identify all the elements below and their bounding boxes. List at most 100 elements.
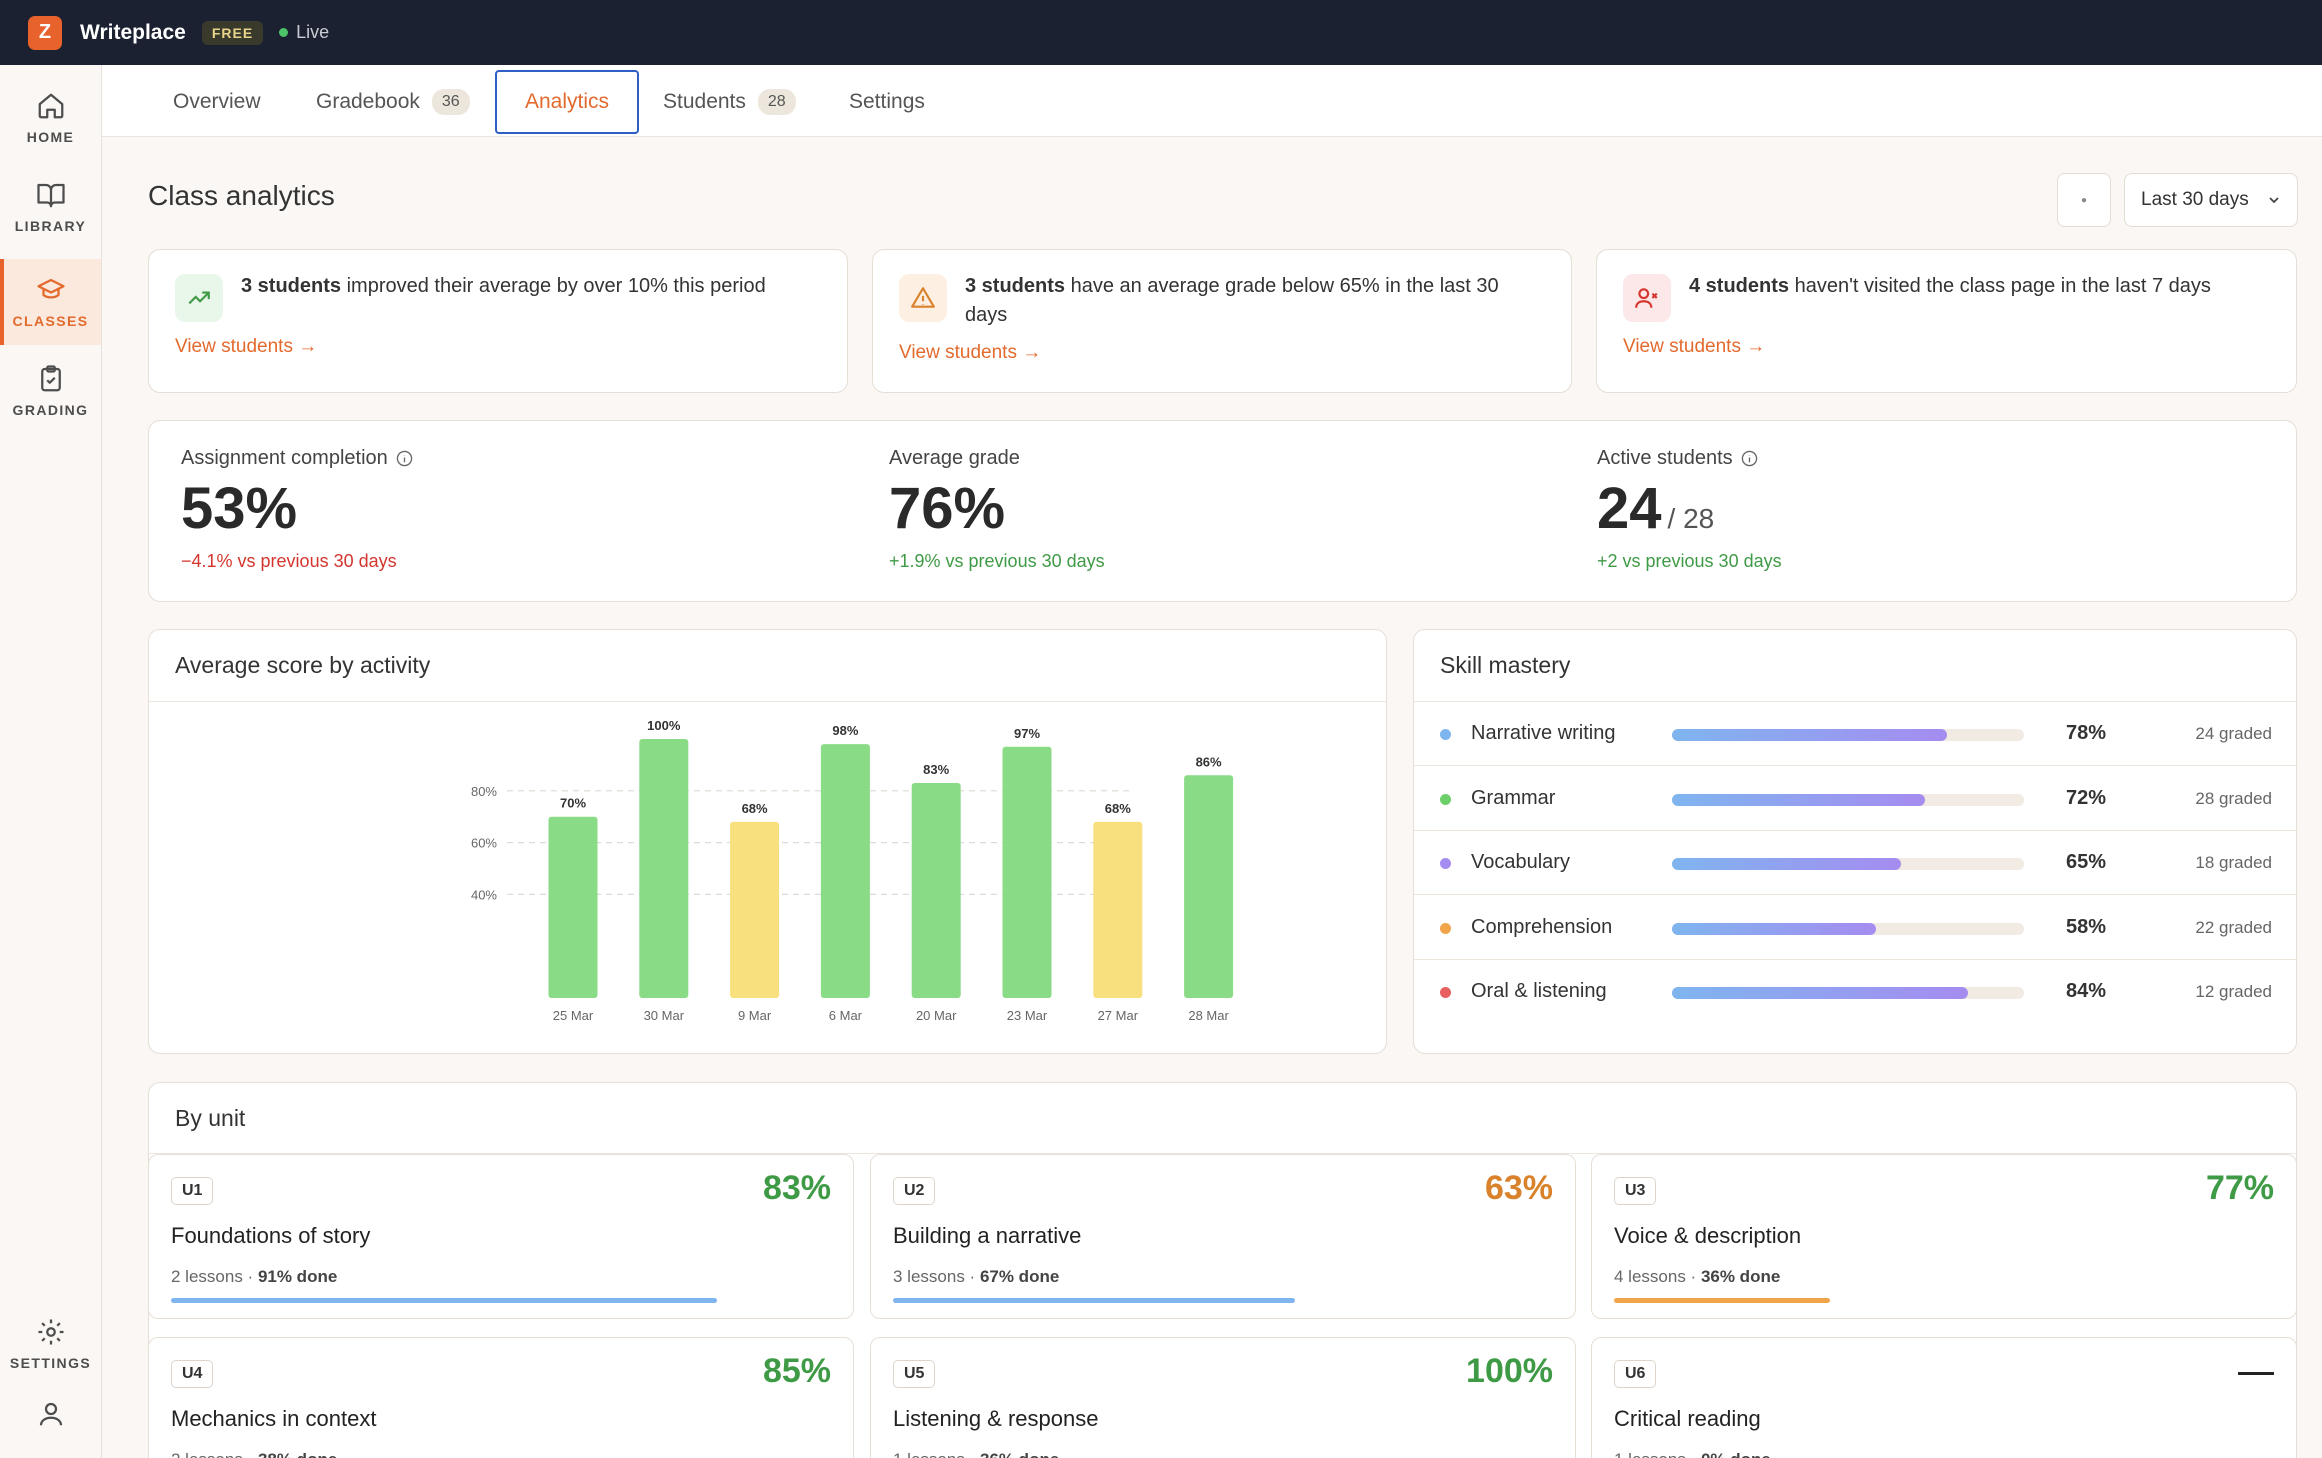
skill-percent: 78% [2066,722,2107,744]
warning-icon [899,274,947,322]
unit-card[interactable]: U6 Critical reading 1 lessons · 0% done [1591,1337,2297,1458]
plan-badge: FREE [201,20,264,45]
tab-students[interactable]: Students 28 [663,70,796,134]
unit-card[interactable]: U5 100% Listening & response 1 lessons · 36… [870,1337,1576,1458]
skill-progress-fill [1672,858,1901,870]
divider [149,701,1386,702]
skill-dot-icon [1440,858,1451,869]
tab-analytics[interactable]: Analytics [495,70,639,134]
data-label: 68% [742,801,768,816]
unit-card[interactable]: U3 77% Voice & description 4 lessons · 36% … [1591,1154,2297,1319]
sidebar-item-profile[interactable] [0,1375,101,1458]
info-icon[interactable] [1741,450,1758,467]
sidebar-item-grading[interactable]: GRADING [0,348,101,434]
skill-row[interactable]: Vocabulary 65% 18 graded [1414,831,2298,895]
view-students-link[interactable]: View students → [175,336,318,357]
data-label: 70% [560,796,586,811]
skill-dot-icon [1440,793,1451,805]
unit-card[interactable]: U4 85% Mechanics in context 2 lessons · 38%… [148,1337,854,1458]
x-tick-label: 20 Mar [916,1008,957,1023]
home-icon [38,93,63,119]
unit-score: 83% [762,1169,831,1207]
unit-code: U3 [1614,1177,1657,1205]
data-label: 97% [1014,726,1040,741]
skill-name: Oral & listening [1471,980,1607,1002]
skill-row[interactable]: Comprehension 58% 22 graded [1414,896,2298,960]
unit-progress-bar [1614,1298,1830,1303]
skill-row[interactable]: Oral & listening 84% 12 graded [1414,960,2298,1024]
unit-score: 63% [1484,1169,1553,1207]
app-logo[interactable]: Z [28,15,62,50]
unit-card[interactable]: U1 83% Foundations of story 2 lessons · 91%… [148,1154,854,1319]
skill-row[interactable]: Grammar 72% 28 graded [1414,767,2298,831]
metric-denominator: / 28 [1667,503,1715,534]
metric-delta: +1.9% vs previous 30 days [889,551,1105,571]
user-x-icon [1623,274,1671,322]
card-title: Average score by activity [175,652,431,678]
view-students-link[interactable]: View students → [899,342,1042,363]
tab-label: Settings [849,90,925,113]
sidebar-item-library[interactable]: LIBRARY [0,164,101,250]
data-label: 68% [1105,801,1131,816]
bar [820,744,870,998]
skill-dot-icon [1440,922,1451,934]
page-title: Class analytics [148,180,335,211]
view-students-link[interactable]: View students → [1623,336,1766,357]
unit-progress-bar [893,1298,1295,1303]
app-name: Writeplace [80,20,186,44]
skill-progress-track [1672,922,2024,935]
x-tick-label: 6 Mar [829,1008,863,1023]
metric-label: Average grade [889,447,1020,469]
unit-meta: 1 lessons · 0% done [1614,1450,1771,1458]
unit-score: 100% [1466,1352,1553,1390]
options-button[interactable]: ● [2057,173,2111,227]
date-range-select[interactable]: Last 30 days [2124,173,2298,227]
chevron-down-icon [2269,197,2279,204]
bar [1184,775,1234,998]
metric-delta: +2 vs previous 30 days [1597,551,1782,571]
sidebar-item-label: LIBRARY [14,218,87,234]
skill-name: Comprehension [1471,915,1613,938]
dot-icon: ● [2080,194,2088,206]
sidebar-item-settings[interactable]: SETTINGS [0,1301,101,1387]
data-label: 86% [1196,754,1222,769]
user-icon [39,1402,62,1426]
top-bar: Z Writeplace FREE Live [0,0,2322,65]
tab-label: Gradebook [316,90,420,113]
tab-settings[interactable]: Settings [849,70,925,134]
unit-meta: 1 lessons · 36% done [893,1450,1059,1458]
skill-progress-fill [1672,987,1968,999]
x-tick-label: 27 Mar [1098,1008,1139,1023]
skill-percent: 65% [2066,851,2107,873]
unit-card[interactable]: U2 63% Building a narrative 3 lessons · 67%… [870,1154,1576,1319]
divider [149,1153,2296,1154]
x-tick-label: 25 Mar [553,1008,594,1023]
info-icon[interactable] [396,450,413,467]
tab-count-badge: 28 [757,89,796,115]
skill-progress-track [1672,987,2024,999]
y-tick-label: 40% [471,887,497,902]
unit-name: Critical reading [1614,1406,1761,1431]
sidebar-item-home[interactable]: HOME [0,75,101,161]
live-status: Live [279,22,329,43]
unit-name: Listening & response [893,1406,1099,1431]
sidebar-item-classes[interactable]: CLASSES [0,259,101,345]
tab-label: Overview [173,90,261,113]
live-dot-icon [279,28,289,37]
bar [548,816,598,998]
bar [1093,821,1143,998]
skill-graded-count: 28 graded [2195,788,2272,808]
unit-name: Voice & description [1614,1223,1802,1248]
tab-overview[interactable]: Overview [173,70,261,134]
tab-bar: Overview Gradebook 36 Analytics Students 2… [102,65,2322,137]
unit-code: U1 [171,1177,214,1205]
book-icon [36,183,65,208]
tab-gradebook[interactable]: Gradebook 36 [316,70,470,134]
alert-card-inactive: 4 students haven't visited the class pag… [1596,249,2297,393]
divider [1414,701,2296,702]
bar [911,783,961,998]
skill-progress-fill [1672,793,1926,806]
skill-row[interactable]: Narrative writing 78% 24 graded [1414,702,2298,766]
no-score-dash [2238,1372,2274,1375]
alert-message: 3 students improved their average by ove… [241,275,766,297]
